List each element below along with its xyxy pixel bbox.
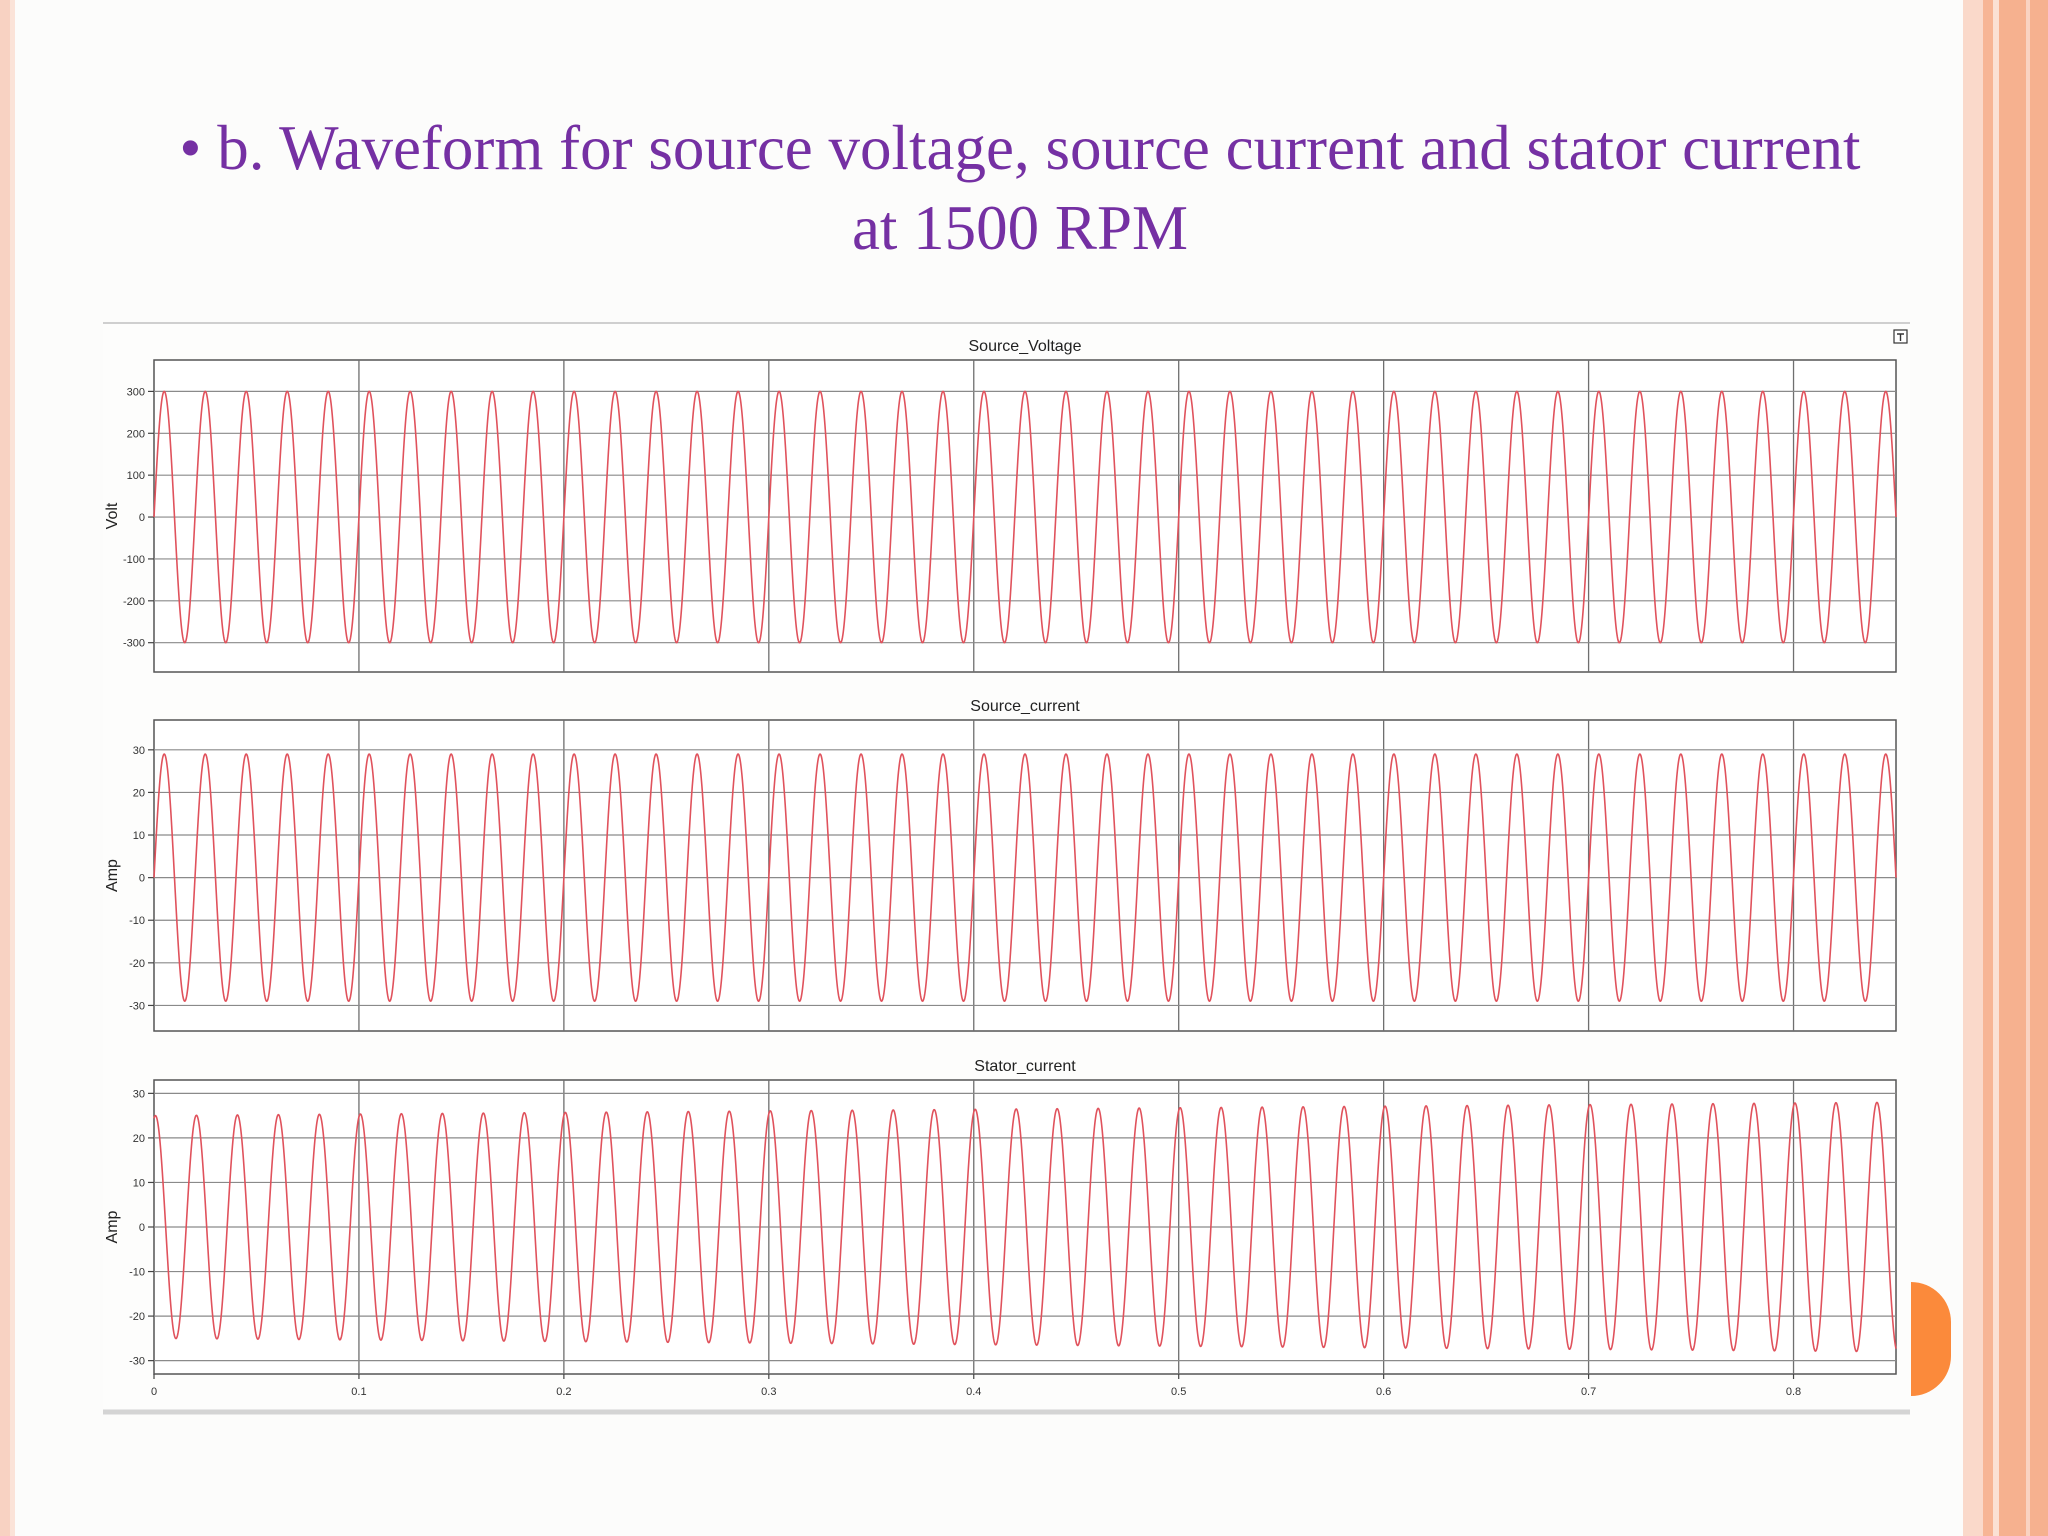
y-tick-label: 200 (127, 428, 145, 440)
y-tick-label: 0 (139, 1222, 145, 1234)
chart-title: Source_Voltage (969, 338, 1082, 355)
x-tick-label: 0.5 (1171, 1386, 1186, 1398)
chart-title: Stator_current (974, 1058, 1076, 1075)
chart-panel-3: 30 20 10 0 -10 -20 -30 Stator_current Amp 0 0.1 0.2… (104, 1058, 1897, 1398)
slide-title: • b. Waveform for source voltage, source… (60, 108, 1980, 268)
chart-panel-2: 30 20 10 0 -10 -20 -30 Source_current Amp (104, 698, 1897, 1032)
y-tick-label: -10 (129, 915, 145, 927)
y-tick-label: -20 (129, 958, 145, 970)
right-border-stripe (1963, 0, 1983, 1536)
y-tick-label: -300 (123, 638, 145, 650)
right-border-stripe (1983, 0, 1993, 1536)
y-tick-label: -20 (129, 1311, 145, 1323)
x-tick-label: 0.3 (761, 1386, 776, 1398)
y-tick-label: 20 (133, 1133, 145, 1145)
y-axis-label: Amp (104, 1210, 121, 1243)
plot-frame (153, 359, 1897, 673)
y-axis-label: Amp (104, 859, 121, 892)
left-border-stripe-inner (10, 0, 15, 1536)
y-tick-label: 0 (139, 512, 145, 524)
chart-title: Source_current (970, 698, 1080, 715)
right-border-stripe (1999, 0, 2048, 1536)
y-tick-label: -100 (123, 554, 145, 566)
slide-title-line1: • b. Waveform for source voltage, source… (179, 113, 1861, 183)
x-tick-label: 0.8 (1786, 1386, 1801, 1398)
waveform-series-line (153, 1101, 1897, 1353)
x-tick-label: 0 (151, 1386, 157, 1398)
y-tick-label: 10 (133, 830, 145, 842)
y-tick-label: -200 (123, 596, 145, 608)
y-tick-label: 30 (133, 745, 145, 757)
y-tick-label: 30 (133, 1088, 145, 1100)
plot-frame (153, 719, 1897, 1032)
y-tick-label: 300 (127, 386, 145, 398)
y-axis-label: Volt (104, 502, 121, 529)
slide-title-line2: at 1500 RPM (851, 193, 1189, 263)
waveform-series-line (153, 390, 1897, 644)
y-tick-label: -30 (129, 1000, 145, 1012)
x-tick-label: 0.6 (1376, 1386, 1391, 1398)
right-border-stripe (1993, 0, 1999, 1536)
y-tick-label: 0 (139, 873, 145, 885)
y-tick-label: -10 (129, 1267, 145, 1279)
left-border-stripe (0, 0, 10, 1536)
decorative-half-circle (1911, 1282, 1951, 1396)
waveform-series-line (153, 753, 1897, 1003)
x-tick-label: 0.7 (1581, 1386, 1596, 1398)
y-tick-label: -30 (129, 1356, 145, 1368)
y-tick-label: 10 (133, 1177, 145, 1189)
x-tick-label: 0.2 (556, 1386, 571, 1398)
y-tick-label: 20 (133, 787, 145, 799)
right-border-stripe (2026, 0, 2030, 1536)
x-tick-label: 0.1 (351, 1386, 366, 1398)
expand-icon[interactable] (1893, 329, 1908, 344)
chart-panel-1: 300 200 100 0 -100 -200 -300 Source_Voltage Volt (104, 338, 1897, 673)
x-tick-label: 0.4 (966, 1386, 981, 1398)
y-tick-label: 100 (127, 470, 145, 482)
